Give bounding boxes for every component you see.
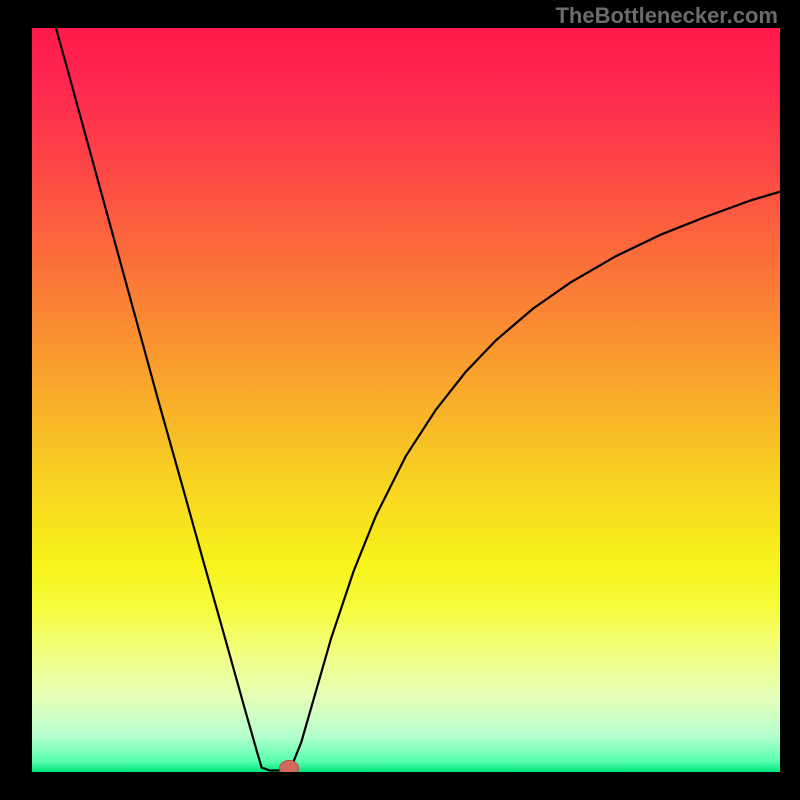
plot-area: [32, 28, 780, 772]
frame-border-right: [780, 0, 800, 800]
optimum-marker: [279, 760, 299, 772]
curve-path: [56, 28, 780, 771]
watermark-text: TheBottlenecker.com: [555, 3, 778, 29]
chart-frame: TheBottlenecker.com: [0, 0, 800, 800]
frame-border-bottom: [0, 772, 800, 800]
frame-border-left: [0, 0, 32, 800]
bottleneck-curve: [32, 28, 780, 772]
